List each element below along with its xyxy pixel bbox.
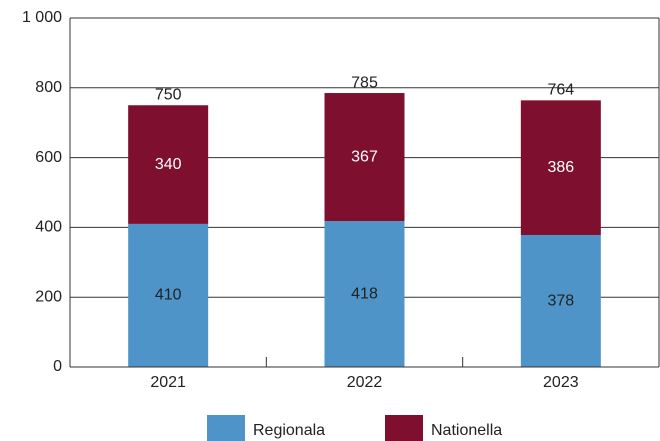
y-tick-label: 800 xyxy=(35,79,62,96)
data-label: 418 xyxy=(351,285,378,302)
data-label: 410 xyxy=(155,287,182,304)
bar-segment xyxy=(128,223,209,367)
bar-segment xyxy=(324,221,405,367)
y-tick-label: 400 xyxy=(35,219,62,236)
bar-segment xyxy=(128,105,209,224)
x-tick-label: 2023 xyxy=(543,374,579,391)
total-label: 785 xyxy=(351,74,378,91)
data-label: 340 xyxy=(155,156,182,173)
bar-segment xyxy=(520,235,601,367)
total-label: 750 xyxy=(155,86,182,103)
y-tick-label: 600 xyxy=(35,149,62,166)
bar-segment xyxy=(520,100,601,236)
legend-label: Nationella xyxy=(431,422,502,439)
legend-swatch xyxy=(207,415,245,441)
data-label: 378 xyxy=(547,292,574,309)
bar-segment xyxy=(324,93,405,222)
total-label: 764 xyxy=(547,82,574,99)
x-tick-label: 2022 xyxy=(347,374,383,391)
data-label: 367 xyxy=(351,148,378,165)
legend-label: Regionala xyxy=(253,422,325,439)
legend-swatch xyxy=(385,415,423,441)
x-tick-label: 2021 xyxy=(150,374,186,391)
y-tick-label: 1 000 xyxy=(22,9,62,26)
y-tick-label: 0 xyxy=(53,358,62,375)
data-label: 386 xyxy=(547,159,574,176)
y-tick-label: 200 xyxy=(35,288,62,305)
